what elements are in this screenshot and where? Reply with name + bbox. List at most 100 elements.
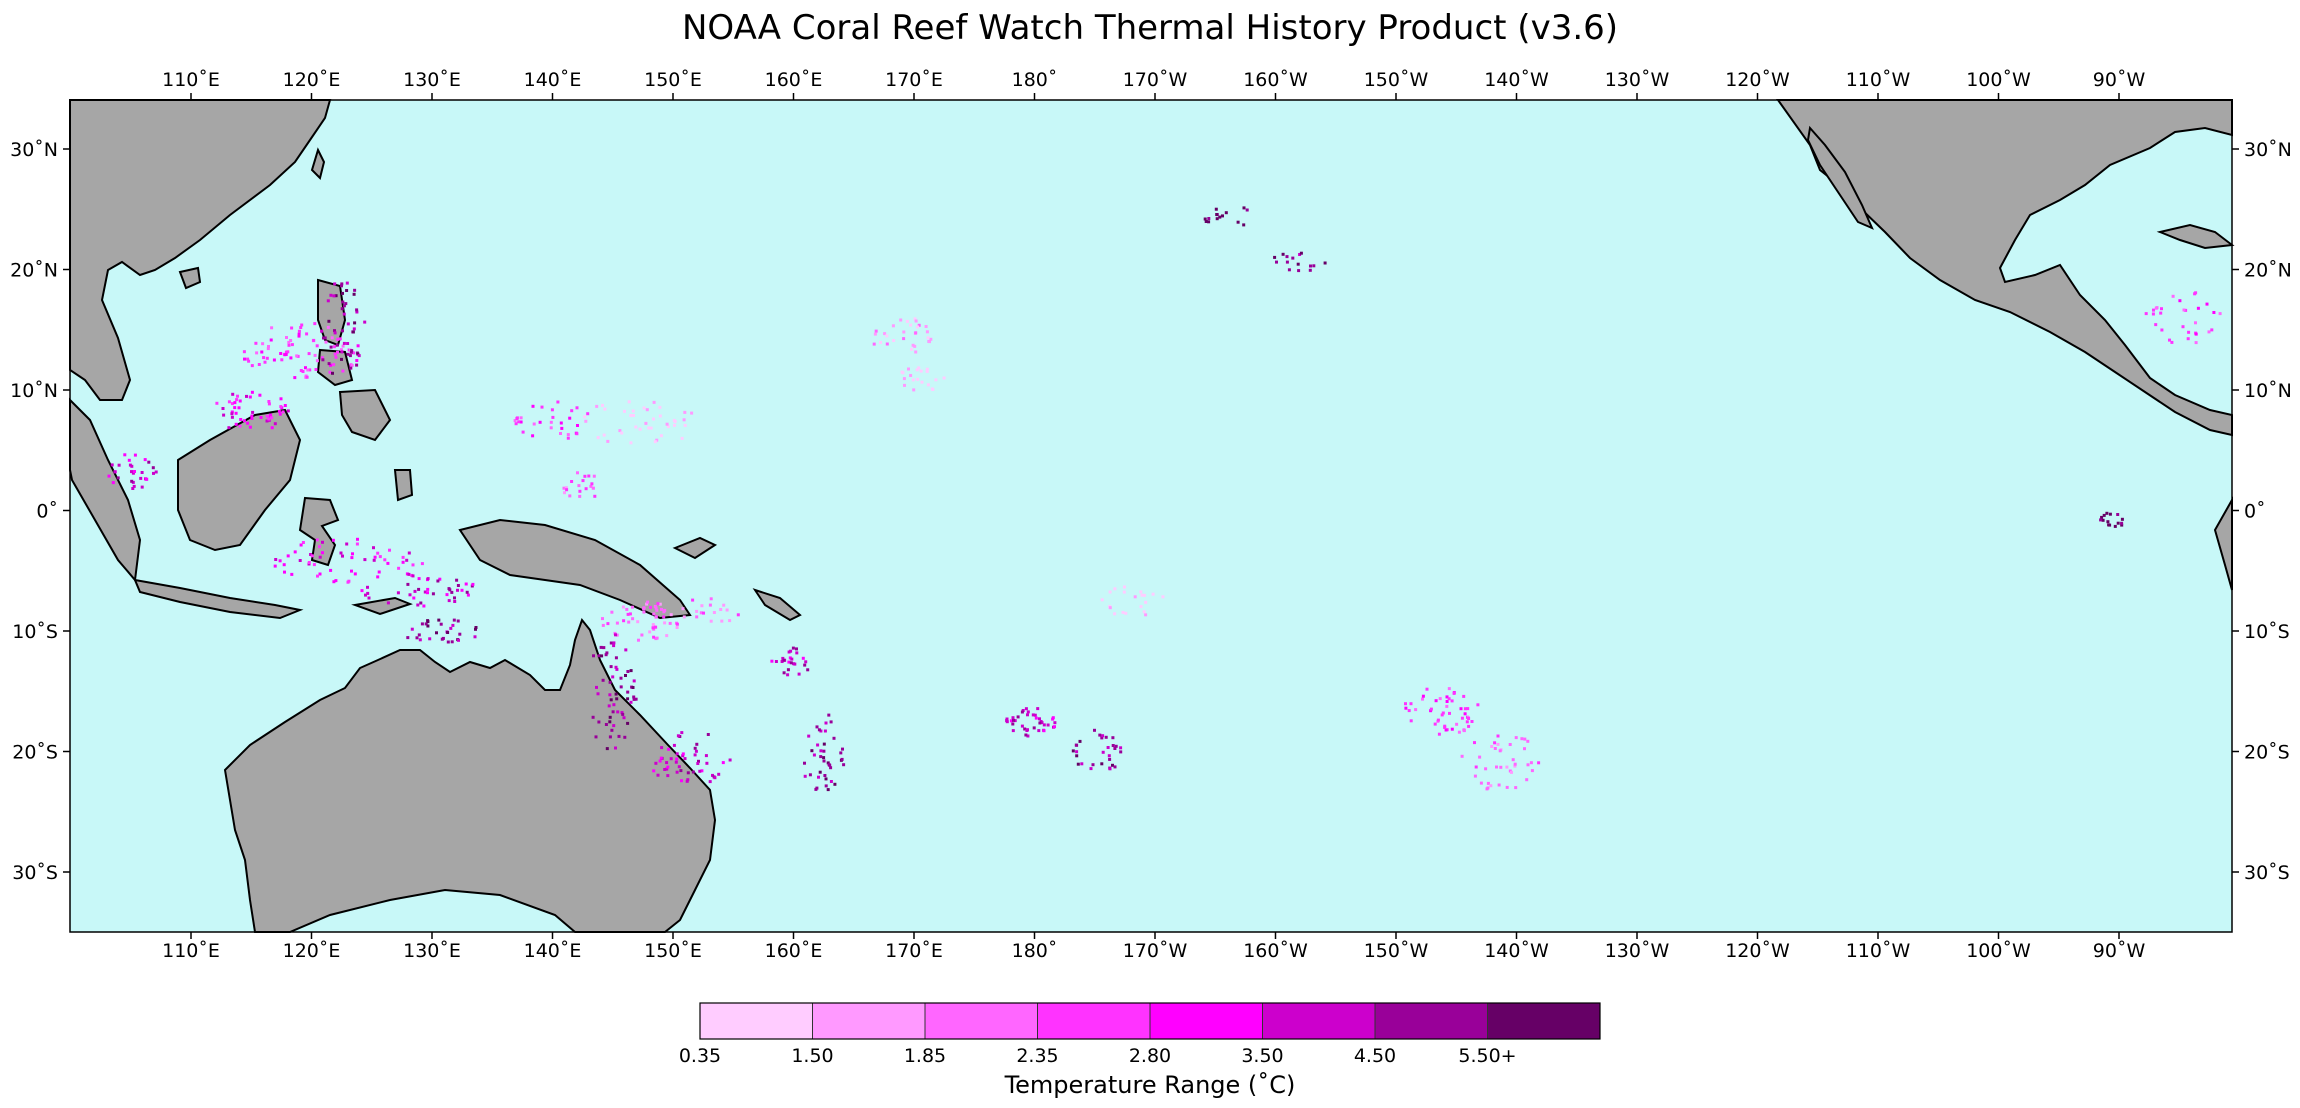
- reef-pixel: [656, 602, 660, 606]
- reef-pixel: [353, 321, 357, 325]
- reef-pixel: [2116, 513, 2120, 516]
- colorbar-label: 2.35: [1016, 1045, 1058, 1067]
- reef-pixel: [665, 761, 669, 765]
- reef-pixel: [549, 420, 553, 424]
- reef-pixel: [680, 436, 684, 440]
- reef-pixel: [642, 406, 646, 410]
- reef-pixel: [672, 418, 676, 422]
- reef-pixel: [372, 558, 376, 562]
- reef-pixel: [636, 620, 640, 624]
- reef-pixel: [327, 319, 331, 323]
- reef-pixel: [786, 673, 790, 677]
- reef-pixel: [1221, 214, 1224, 218]
- land-australia: [223, 617, 717, 933]
- reef-pixel: [614, 746, 617, 750]
- reef-pixel: [348, 354, 352, 358]
- colorbar-label: 0.35: [679, 1045, 721, 1067]
- reef-pixel: [885, 334, 889, 338]
- colorbar-label: 1.85: [904, 1045, 946, 1067]
- reef-pixel: [342, 304, 346, 308]
- reef-pixel: [686, 771, 690, 775]
- reef-pixel: [1484, 767, 1488, 771]
- reef-pixel: [1005, 717, 1009, 721]
- reef-pixel: [351, 552, 354, 556]
- reef-pixel: [267, 345, 270, 348]
- reef-pixel: [1298, 253, 1302, 256]
- lon-label-top: 140˚W: [1484, 69, 1549, 91]
- reef-pixel: [607, 704, 611, 708]
- reef-pixel: [709, 597, 713, 601]
- reef-pixel: [774, 660, 778, 663]
- reef-pixel: [324, 340, 328, 344]
- reef-pixel: [1009, 719, 1013, 723]
- reef-pixel: [286, 409, 290, 413]
- reef-pixel: [913, 317, 917, 321]
- reef-pixel: [239, 418, 243, 421]
- reef-pixel: [1031, 713, 1035, 717]
- reef-pixel: [1100, 736, 1104, 740]
- reef-pixel: [1016, 715, 1020, 719]
- reef-pixel: [638, 427, 642, 431]
- reef-pixel: [131, 480, 135, 484]
- reef-pixel: [1114, 744, 1118, 748]
- reef-pixel: [704, 754, 708, 758]
- reef-pixel: [909, 323, 913, 327]
- reef-pixel: [706, 733, 710, 736]
- reef-pixel: [147, 460, 151, 464]
- reef-pixel: [575, 432, 579, 436]
- reef-pixel: [628, 612, 632, 616]
- reef-pixel: [342, 341, 346, 345]
- reef-pixel: [645, 408, 649, 412]
- lon-label-bottom: 110˚W: [1846, 940, 1911, 962]
- lon-label-bottom: 140˚W: [1484, 940, 1549, 962]
- reef-pixel: [2194, 291, 2198, 295]
- reef-pixel: [331, 538, 335, 542]
- colorbar-label: 1.50: [791, 1045, 833, 1067]
- reef-pixel: [277, 410, 281, 413]
- reef-pixel: [1467, 724, 1471, 728]
- reef-pixel: [411, 574, 415, 578]
- reef-pixel: [307, 561, 311, 564]
- lon-label-top: 180˚: [1012, 69, 1058, 91]
- lon-label-top: 170˚W: [1123, 69, 1188, 91]
- reef-pixel: [619, 685, 623, 689]
- reef-pixel: [246, 357, 250, 361]
- colorbar-swatch: [1149, 1002, 1263, 1040]
- reef-pixel: [1215, 213, 1219, 216]
- reef-pixel: [1053, 721, 1057, 725]
- reef-pixel: [1005, 720, 1009, 724]
- reef-pixel: [435, 631, 438, 635]
- reef-pixel: [665, 422, 669, 426]
- reef-pixel: [301, 370, 305, 373]
- colorbar-labels: 0.35 1.50 1.85 2.35 2.80 3.50 4.50 5.50+: [679, 1045, 1517, 1067]
- reef-pixel: [609, 641, 613, 645]
- reef-pixel: [222, 413, 226, 417]
- reef-pixel: [819, 755, 823, 759]
- reef-pixel: [133, 470, 136, 473]
- colorbar: 0.35 1.50 1.85 2.35 2.80 3.50 4.50 5.50+ Temper…: [679, 1002, 1601, 1099]
- reef-pixel: [281, 410, 285, 414]
- reef-pixel: [346, 580, 350, 584]
- reef-pixel: [659, 756, 663, 760]
- reef-pixel: [816, 743, 820, 747]
- reef-pixel: [917, 366, 921, 370]
- reef-pixel: [338, 337, 342, 341]
- reef-pixel: [1108, 606, 1112, 610]
- reef-pixel: [1101, 734, 1105, 738]
- reef-pixel: [630, 605, 634, 609]
- reef-pixel: [346, 322, 350, 326]
- reef-pixel: [1445, 704, 1449, 708]
- reef-pixel: [312, 563, 316, 567]
- reef-pixel: [626, 721, 630, 725]
- reef-pixel: [332, 363, 336, 367]
- reef-pixel: [453, 596, 456, 600]
- reef-pixel: [329, 345, 333, 349]
- reef-pixel: [632, 695, 636, 699]
- reef-pixel: [2159, 311, 2163, 315]
- reef-pixel: [418, 638, 422, 642]
- reef-pixel: [107, 474, 111, 478]
- reef-pixel: [333, 282, 337, 286]
- land-sulawesi: [298, 496, 340, 567]
- reef-pixel: [668, 621, 672, 625]
- reef-pixel: [602, 646, 606, 650]
